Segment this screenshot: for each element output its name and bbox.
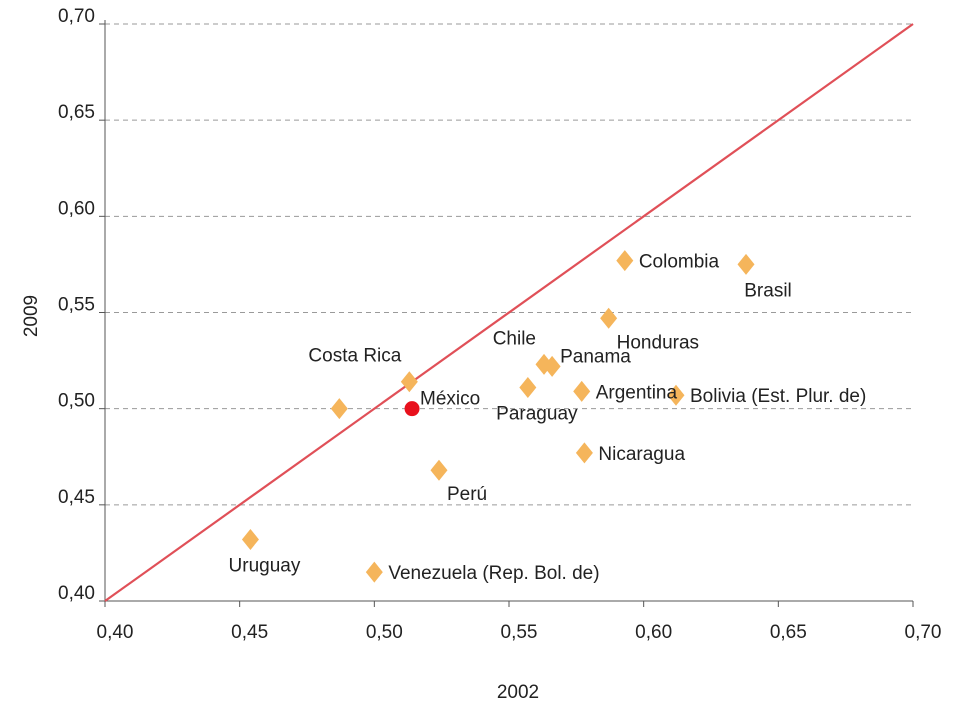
point-label: Chile (493, 328, 536, 349)
y-tick-label: 0,40 (58, 583, 95, 604)
y-tick-label: 0,60 (58, 198, 95, 219)
point-label: Brasil (744, 280, 792, 301)
y-tick-label: 0,65 (58, 102, 95, 123)
point-label: Costa Rica (308, 346, 401, 367)
x-tick-label: 0,60 (635, 622, 672, 643)
point-labels: Colombia Brasil Honduras Chile Panama Paragua… (229, 252, 867, 585)
axes (99, 20, 914, 607)
y-tick-label: 0,50 (58, 391, 95, 412)
data-point (616, 250, 634, 272)
data-point (575, 442, 593, 464)
data-point (667, 384, 685, 406)
data-point (330, 398, 348, 420)
y-tick-labels: 0,40 0,45 0,50 0,55 0,60 0,65 0,70 (58, 6, 95, 604)
reference-line (104, 23, 914, 602)
data-point-highlight (404, 401, 420, 417)
data-point (400, 371, 418, 393)
data-point (543, 355, 561, 377)
point-label: Paraguay (496, 404, 578, 425)
point-label: Panama (560, 346, 631, 367)
point-label: Perú (447, 484, 487, 505)
data-point (430, 459, 448, 481)
data-point (365, 561, 383, 583)
data-point (573, 380, 591, 402)
grid-lines (105, 23, 913, 506)
x-tick-label: 0,65 (770, 622, 807, 643)
x-tick-label: 0,50 (366, 622, 403, 643)
x-tick-label: 0,45 (231, 622, 268, 643)
y-tick-label: 0,45 (58, 487, 95, 508)
point-label: Colombia (639, 252, 720, 273)
x-axis-title: 2002 (497, 682, 539, 703)
point-label: Honduras (617, 332, 699, 353)
data-point (737, 253, 755, 275)
point-label: Bolivia (Est. Plur. de) (690, 386, 866, 407)
x-tick-label: 0,40 (97, 622, 134, 643)
y-tick-label: 0,55 (58, 295, 95, 316)
data-points (241, 250, 755, 583)
diagonal-reference-line (104, 23, 914, 602)
x-tick-label: 0,70 (905, 622, 942, 643)
x-tick-label: 0,55 (501, 622, 538, 643)
point-label: México (420, 389, 480, 410)
y-axis-title: 2009 (21, 295, 42, 337)
x-tick-labels: 0,40 0,45 0,50 0,55 0,60 0,65 0,70 (97, 622, 942, 643)
data-point (600, 307, 618, 329)
data-point (241, 528, 259, 550)
point-label: Venezuela (Rep. Bol. de) (388, 563, 599, 584)
point-label: Nicaragua (598, 444, 685, 465)
point-label: Argentina (596, 382, 678, 403)
data-point (519, 377, 537, 399)
y-tick-label: 0,70 (58, 6, 95, 27)
point-label: Uruguay (229, 555, 301, 576)
